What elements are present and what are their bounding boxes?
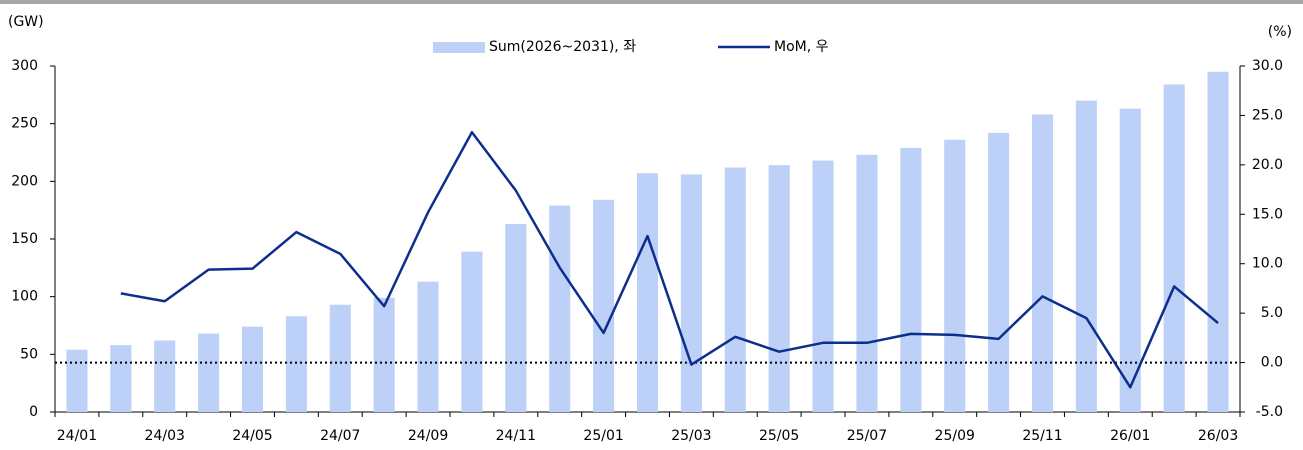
y-tick-label: 50: [20, 346, 38, 362]
bar: [198, 333, 220, 412]
x-tick-label: 24/05: [232, 428, 272, 444]
bar: [1207, 71, 1229, 413]
bar: [329, 304, 351, 412]
x-tick-label: 24/07: [320, 428, 360, 444]
bar: [636, 173, 659, 412]
bar: [988, 132, 1010, 413]
x-tick-label: 25/03: [671, 428, 711, 444]
y-tick-label: 100: [11, 289, 38, 305]
y-tick-label: 250: [11, 116, 38, 132]
bar: [505, 224, 527, 412]
bar: [66, 349, 88, 412]
bar: [812, 160, 834, 412]
bar: [944, 139, 966, 412]
bar: [373, 297, 395, 412]
legend-label: Sum(2026~2031), 좌: [489, 39, 636, 55]
legend-swatch: [433, 42, 485, 53]
top-rule: [0, 0, 1303, 4]
bar: [900, 147, 922, 413]
bar: [856, 154, 878, 412]
bar: [549, 205, 571, 412]
x-tick-label: 24/09: [408, 428, 448, 444]
bar: [1119, 108, 1141, 412]
x-tick-label: 24/11: [496, 428, 536, 444]
bar: [110, 345, 132, 412]
legend-label: MoM, 우: [774, 39, 829, 55]
x-tick-label: 25/09: [935, 428, 975, 444]
y-axis-label: (GW): [8, 14, 44, 30]
bar: [1163, 84, 1185, 412]
x-tick-label: 25/01: [583, 428, 623, 444]
y-tick-label: 0: [29, 404, 38, 420]
bar: [768, 165, 790, 412]
y-tick-label: 300: [11, 58, 38, 74]
bar: [461, 251, 483, 412]
x-tick-label: 25/07: [847, 428, 887, 444]
bar: [285, 316, 307, 412]
y2-tick-label: 0.0: [1261, 355, 1283, 371]
y2-tick-label: 10.0: [1252, 256, 1283, 272]
bar: [724, 167, 746, 412]
y-tick-label: 150: [11, 231, 38, 247]
y2-tick-label: 20.0: [1252, 157, 1283, 173]
x-tick-label: 26/03: [1198, 428, 1238, 444]
bar: [1031, 114, 1054, 412]
y2-axis-label: (%): [1268, 24, 1292, 40]
line: [120, 130, 1219, 389]
y2-tick-label: -5.0: [1256, 404, 1283, 420]
y2-tick-label: 25.0: [1252, 107, 1283, 123]
x-tick-label: 25/11: [1022, 428, 1062, 444]
bar: [154, 340, 176, 412]
bar: [593, 199, 615, 412]
bar: [417, 281, 439, 412]
x-tick-label: 26/01: [1110, 428, 1150, 444]
bar: [680, 174, 702, 412]
bar: [241, 326, 264, 412]
y-tick-label: 200: [11, 173, 38, 189]
x-tick-label: 24/01: [57, 428, 97, 444]
y2-tick-label: 15.0: [1252, 206, 1283, 222]
y2-tick-label: 30.0: [1252, 58, 1283, 74]
bar: [1075, 100, 1097, 412]
y2-tick-label: 5.0: [1261, 305, 1283, 321]
x-tick-label: 25/05: [759, 428, 799, 444]
x-tick-label: 24/03: [145, 428, 185, 444]
